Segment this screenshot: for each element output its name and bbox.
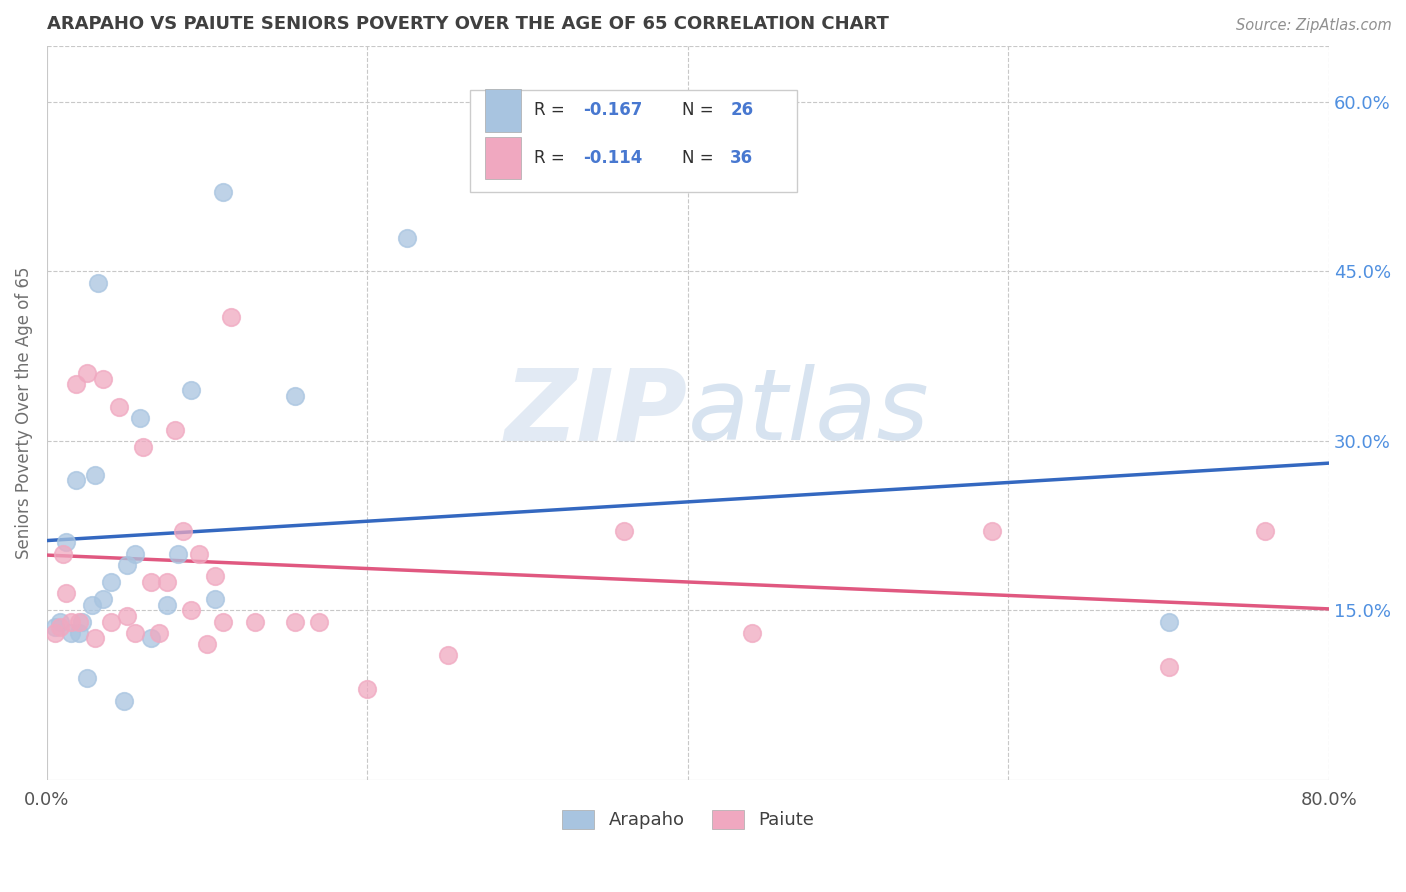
Point [80, 598, 103, 612]
Point [396, 230, 419, 244]
FancyBboxPatch shape [485, 89, 522, 131]
Point [59, 625, 82, 640]
FancyBboxPatch shape [470, 90, 797, 193]
Point [188, 547, 211, 561]
FancyBboxPatch shape [485, 136, 522, 179]
Point [219, 310, 242, 324]
Point [44, 625, 66, 640]
Point [91, 372, 114, 386]
Point [436, 648, 458, 663]
Point [212, 615, 235, 629]
Point [48, 620, 70, 634]
Point [55, 586, 77, 600]
Point [148, 625, 170, 640]
Point [284, 615, 307, 629]
Text: R =: R = [534, 149, 569, 167]
Point [76, 366, 98, 380]
Text: N =: N = [682, 102, 718, 120]
Text: -0.167: -0.167 [583, 102, 643, 120]
Point [44, 620, 66, 634]
Point [172, 524, 194, 539]
Point [124, 547, 146, 561]
Point [59, 615, 82, 629]
Y-axis label: Seniors Poverty Over the Age of 65: Seniors Poverty Over the Age of 65 [15, 267, 32, 559]
Point [132, 440, 155, 454]
Point [284, 389, 307, 403]
Point [981, 524, 1004, 539]
Point [52, 547, 75, 561]
Point [67, 615, 90, 629]
Point [204, 569, 226, 583]
Point [108, 400, 131, 414]
Point [65, 474, 87, 488]
Point [195, 637, 218, 651]
Point [139, 632, 162, 646]
Text: R =: R = [534, 102, 569, 120]
Point [100, 615, 122, 629]
Point [180, 383, 202, 397]
Point [1254, 524, 1277, 539]
Point [70, 615, 93, 629]
Text: atlas: atlas [688, 364, 929, 461]
Point [156, 574, 179, 589]
Point [139, 574, 162, 589]
Point [212, 186, 235, 200]
Text: Source: ZipAtlas.com: Source: ZipAtlas.com [1236, 18, 1392, 33]
Point [84, 467, 107, 482]
Point [100, 574, 122, 589]
Point [124, 625, 146, 640]
Point [180, 603, 202, 617]
Point [1157, 659, 1180, 673]
Point [65, 377, 87, 392]
Text: N =: N = [682, 149, 718, 167]
Point [128, 411, 150, 425]
Point [156, 598, 179, 612]
Point [55, 535, 77, 549]
Legend: Arapaho, Paiute: Arapaho, Paiute [554, 803, 821, 837]
Point [245, 615, 267, 629]
Text: ZIP: ZIP [505, 364, 688, 461]
Point [115, 558, 138, 572]
Point [165, 423, 187, 437]
Point [167, 547, 190, 561]
Point [84, 632, 107, 646]
Point [356, 682, 378, 697]
Point [67, 625, 90, 640]
Point [741, 625, 763, 640]
Point [308, 615, 330, 629]
Text: ARAPAHO VS PAIUTE SENIORS POVERTY OVER THE AGE OF 65 CORRELATION CHART: ARAPAHO VS PAIUTE SENIORS POVERTY OVER T… [46, 15, 889, 33]
Point [48, 615, 70, 629]
Point [1157, 615, 1180, 629]
Point [112, 693, 135, 707]
Point [204, 591, 226, 606]
Text: 26: 26 [730, 102, 754, 120]
Point [76, 671, 98, 685]
Text: 36: 36 [730, 149, 754, 167]
Text: -0.114: -0.114 [583, 149, 643, 167]
Point [87, 276, 110, 290]
Point [91, 591, 114, 606]
Point [613, 524, 636, 539]
Point [115, 608, 138, 623]
